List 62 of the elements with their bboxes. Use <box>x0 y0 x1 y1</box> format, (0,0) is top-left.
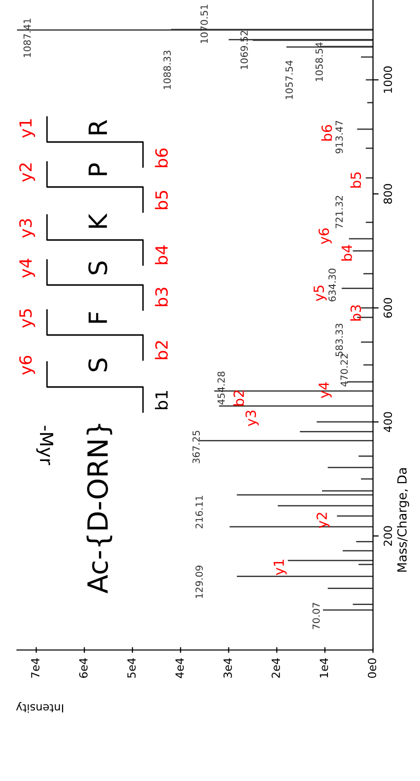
annotation: 1069.52 <box>240 30 248 70</box>
annotation: 721.32 <box>335 196 343 228</box>
y-tick-label: 600 <box>384 298 392 318</box>
annotation: S <box>88 358 108 372</box>
x-tick-label: 1e4 <box>320 658 328 678</box>
x-tick-label: 0e0 <box>368 658 376 678</box>
annotation: y4 <box>19 258 36 278</box>
annotation: 634.30 <box>328 268 336 302</box>
annotation: 216.11 <box>195 496 203 528</box>
annotation: -Myr <box>36 426 54 466</box>
annotation: R <box>88 120 107 134</box>
x-axis-title: Intensity <box>16 702 64 713</box>
annotation: b2 <box>154 341 168 360</box>
annotation: S <box>88 261 108 274</box>
annotation: y1 <box>274 560 287 576</box>
annotation: y6 <box>318 228 332 244</box>
annotation: b1 <box>154 390 168 410</box>
annotation: 1058.54 <box>315 42 323 82</box>
x-tick-label: 5e4 <box>127 658 136 678</box>
annotation: 1088.33 <box>163 50 171 90</box>
x-tick-label: 6e4 <box>79 658 88 678</box>
annotation: y1 <box>19 119 36 138</box>
annotation: y5 <box>19 309 36 328</box>
annotation: y3 <box>19 219 36 238</box>
annotation: 129.09 <box>195 566 203 598</box>
annotation: b6 <box>154 148 168 168</box>
annotation: b3 <box>350 305 362 321</box>
y-tick-label: 1000 <box>384 66 392 93</box>
annotation: Ac-{D-ORN} <box>86 424 112 594</box>
y-axis-title: Mass/Charge, Da <box>397 468 410 572</box>
x-tick-label: 2e4 <box>272 658 280 678</box>
annotation: y5 <box>314 286 327 302</box>
annotation: y2 <box>19 163 36 182</box>
annotation: y3 <box>246 410 259 426</box>
annotation: F <box>88 312 107 323</box>
annotation: b2 <box>233 390 244 406</box>
x-tick-label: 4e4 <box>176 658 184 678</box>
annotation: 367.25 <box>192 430 200 464</box>
annotation: P <box>88 163 107 176</box>
annotation: b5 <box>350 172 362 188</box>
annotation: b4 <box>154 245 168 264</box>
x-tick-label: 7e4 <box>31 658 40 678</box>
annotation: 1087.41 <box>23 18 31 58</box>
annotation: 1057.54 <box>285 60 293 100</box>
y-tick-label: 400 <box>384 412 392 432</box>
annotation: b3 <box>154 288 168 306</box>
y-tick-label: 800 <box>384 184 392 204</box>
annotation: 454.28 <box>217 372 225 405</box>
annotation: K <box>88 213 107 228</box>
annotation: 913.47 <box>335 120 343 154</box>
y-tick-label: 200 <box>384 526 392 546</box>
annotation: b4 <box>341 244 352 261</box>
annotation: 583.33 <box>335 324 343 356</box>
annotation: y2 <box>316 512 330 528</box>
annotation: 70.07 <box>312 602 320 630</box>
x-tick-label: 3e4 <box>223 658 232 678</box>
annotation: y4 <box>318 382 332 398</box>
annotation: 1070.51 <box>200 4 208 44</box>
annotation: b5 <box>154 190 168 210</box>
annotation: 470.22 <box>340 354 348 387</box>
annotation: b6 <box>321 125 332 141</box>
annotation: y6 <box>19 356 36 375</box>
